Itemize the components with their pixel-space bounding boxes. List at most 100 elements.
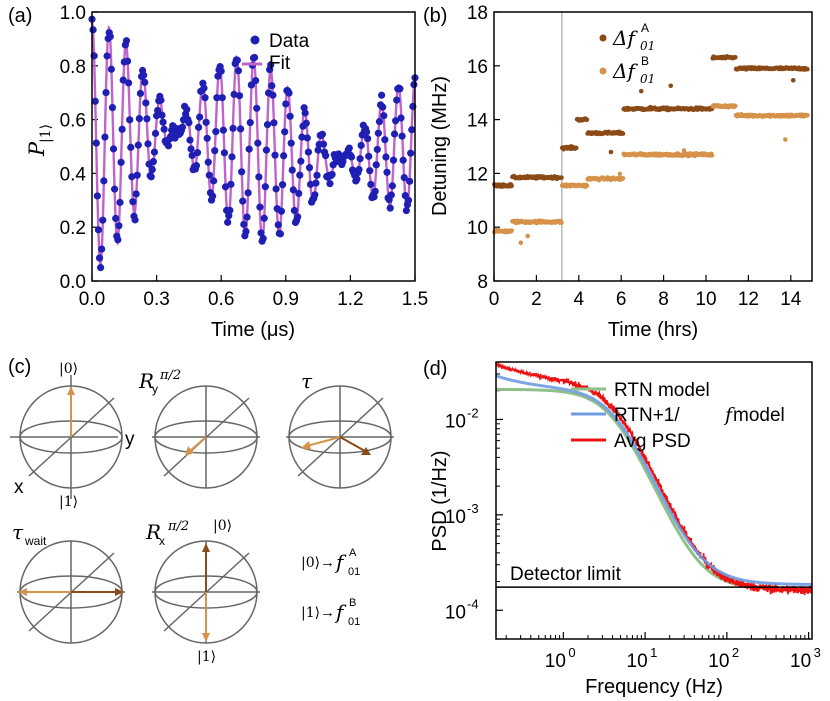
data-point — [239, 197, 247, 205]
data-point — [386, 204, 394, 212]
panel-d-label: (d) — [423, 358, 447, 380]
data-point — [326, 179, 334, 188]
data-point — [295, 189, 303, 198]
detuning-outlier — [783, 137, 788, 142]
data-point — [276, 230, 285, 238]
data-point — [205, 171, 213, 179]
data-point — [100, 177, 108, 185]
data-point — [252, 76, 260, 85]
detuning-point — [509, 228, 514, 233]
legend-rtn1f-f: f — [723, 404, 735, 426]
data-point — [247, 81, 255, 89]
data-point — [210, 177, 218, 185]
data-point — [204, 158, 212, 166]
detuning-point — [509, 183, 514, 189]
bloch-sphere-rx — [152, 540, 260, 644]
data-point — [125, 79, 133, 87]
a-xtick-label: 0.0 — [79, 289, 105, 310]
data-point — [304, 148, 313, 156]
data-point — [225, 212, 233, 220]
panel-a-ticks: 0.0 0.3 0.6 0.9 1.2 1.5 0.0 0.2 0.4 0.6 0.8 1.0 — [60, 3, 429, 310]
data-point — [127, 143, 135, 151]
data-point — [272, 185, 280, 193]
data-point — [235, 92, 244, 100]
bloch-sphere-initial — [10, 375, 123, 499]
data-point — [229, 124, 237, 132]
data-point — [196, 113, 204, 121]
sphere-4-arrowhead-a-icon — [115, 588, 124, 596]
data-point — [234, 67, 243, 75]
detuning-point — [733, 54, 738, 60]
sphere-3-state-arrow-b — [306, 436, 341, 447]
legend-rtn1f-suffix: model — [733, 405, 785, 426]
a-ytick-label: 0.8 — [60, 57, 86, 78]
detuning-outlier — [617, 171, 623, 177]
d-ytick-exp: -4 — [467, 596, 479, 611]
data-point — [410, 80, 418, 89]
sphere-3-arrowhead-a-icon — [361, 447, 371, 455]
detuning-point — [709, 152, 715, 158]
data-point — [280, 152, 288, 160]
data-point — [347, 153, 356, 161]
rtn-1f-model-curve — [495, 374, 813, 586]
d-ytick-base: 10 — [445, 507, 466, 528]
data-point — [243, 213, 251, 221]
sphere-1-ket1: |1⟩ — [59, 494, 78, 510]
panel-a-data-group — [88, 15, 419, 272]
a-xtick-label: 0.9 — [273, 289, 299, 310]
data-point — [240, 220, 248, 228]
data-point — [289, 186, 297, 194]
data-point — [380, 112, 388, 120]
detuning-outlier — [798, 113, 804, 119]
op-tau-wait-sub: wait — [24, 534, 47, 548]
data-point — [208, 192, 217, 200]
detuning-point — [733, 103, 738, 109]
detuning-outlier — [648, 104, 653, 110]
detuning-point — [805, 113, 810, 118]
data-point — [148, 165, 156, 174]
data-point — [318, 130, 327, 138]
panel-a-ylabel-sub: |1⟩ — [38, 124, 54, 143]
data-point — [383, 168, 391, 176]
data-point — [406, 177, 414, 185]
op-ry-main: R — [138, 369, 154, 393]
data-point — [109, 145, 118, 153]
data-point — [367, 180, 375, 189]
panel-b-label: (b) — [423, 5, 447, 27]
data-point — [399, 156, 407, 164]
data-point — [115, 222, 123, 230]
b-xtick-label: 4 — [574, 289, 585, 310]
map0-arrow: → — [320, 554, 335, 571]
data-point — [328, 170, 336, 179]
data-point — [203, 134, 211, 142]
data-point — [106, 32, 114, 41]
sphere-2-state-arrow — [189, 436, 207, 452]
data-point — [230, 90, 238, 98]
detuning-point — [574, 145, 579, 151]
data-point — [281, 128, 289, 136]
data-point — [158, 111, 166, 119]
op-rx-main: R — [145, 520, 161, 544]
legend-dfa-sub: 01 — [640, 39, 655, 53]
data-point — [212, 127, 220, 136]
data-point — [99, 216, 107, 224]
data-point — [101, 133, 109, 141]
data-point — [226, 206, 234, 214]
data-point — [160, 125, 168, 133]
data-point — [390, 130, 399, 138]
data-point — [93, 192, 101, 200]
detuning-outlier — [681, 148, 687, 153]
data-point — [305, 164, 314, 172]
data-point — [89, 26, 97, 34]
detuning-outlier — [525, 233, 530, 239]
map0-f: f — [334, 550, 347, 574]
detuning-outlier — [638, 88, 644, 94]
data-point — [202, 118, 210, 126]
data-point — [221, 183, 230, 191]
op-ry-sup: π/2 — [159, 368, 181, 383]
panel-c-label: (c) — [8, 356, 31, 378]
detuning-point — [584, 183, 590, 189]
data-point — [236, 125, 245, 133]
data-point — [260, 214, 268, 222]
data-point — [375, 118, 384, 126]
